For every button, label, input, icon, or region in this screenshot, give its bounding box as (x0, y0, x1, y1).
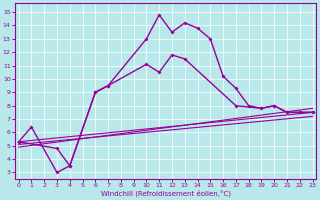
X-axis label: Windchill (Refroidissement éolien,°C): Windchill (Refroidissement éolien,°C) (100, 190, 231, 197)
